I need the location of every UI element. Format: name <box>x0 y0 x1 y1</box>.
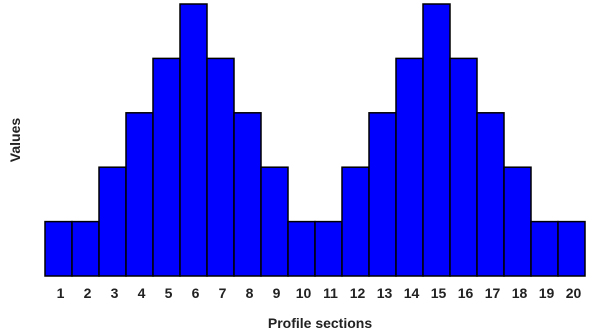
x-tick-label: 5 <box>165 285 173 301</box>
bar-3 <box>98 166 127 277</box>
x-tick-labels: 1 2 3 4 5 6 7 8 9 10 11 12 13 14 15 16 17 18 19 20 <box>57 285 582 301</box>
x-tick-label: 16 <box>458 285 474 301</box>
bar-18 <box>503 166 532 277</box>
x-tick-label: 12 <box>350 285 366 301</box>
bar-20 <box>557 220 586 277</box>
bar-5 <box>152 57 181 277</box>
bar-4 <box>125 112 154 277</box>
bar-2 <box>71 220 100 277</box>
x-tick-label: 18 <box>512 285 528 301</box>
x-tick-label: 20 <box>566 285 582 301</box>
bar-19 <box>530 220 559 277</box>
bar-13 <box>368 112 397 277</box>
x-tick-label: 1 <box>57 285 65 301</box>
x-tick-label: 17 <box>485 285 501 301</box>
bar-17 <box>476 112 505 277</box>
y-axis-label: Values <box>7 118 23 163</box>
x-tick-label: 6 <box>192 285 200 301</box>
x-tick-label: 15 <box>431 285 447 301</box>
x-tick-label: 8 <box>246 285 254 301</box>
x-tick-label: 13 <box>377 285 393 301</box>
bar-9 <box>260 166 289 277</box>
bar-14 <box>395 57 424 277</box>
x-tick-label: 2 <box>84 285 92 301</box>
bar-16 <box>449 57 478 277</box>
x-tick-label: 19 <box>539 285 555 301</box>
bar-10 <box>287 220 316 277</box>
bar-6 <box>179 3 208 277</box>
bar-1 <box>44 220 73 277</box>
bar-7 <box>206 57 235 277</box>
x-axis-label: Profile sections <box>268 315 372 331</box>
bar-15 <box>422 3 451 277</box>
x-tick-label: 4 <box>138 285 146 301</box>
bars-group <box>44 3 586 277</box>
x-tick-label: 3 <box>111 285 119 301</box>
x-tick-label: 9 <box>273 285 281 301</box>
x-tick-label: 11 <box>323 285 338 301</box>
bar-8 <box>233 112 262 277</box>
x-tick-label: 7 <box>219 285 227 301</box>
bar-12 <box>341 166 370 277</box>
x-tick-label: 14 <box>404 285 420 301</box>
bar-11 <box>314 220 343 277</box>
x-tick-label: 10 <box>296 285 312 301</box>
